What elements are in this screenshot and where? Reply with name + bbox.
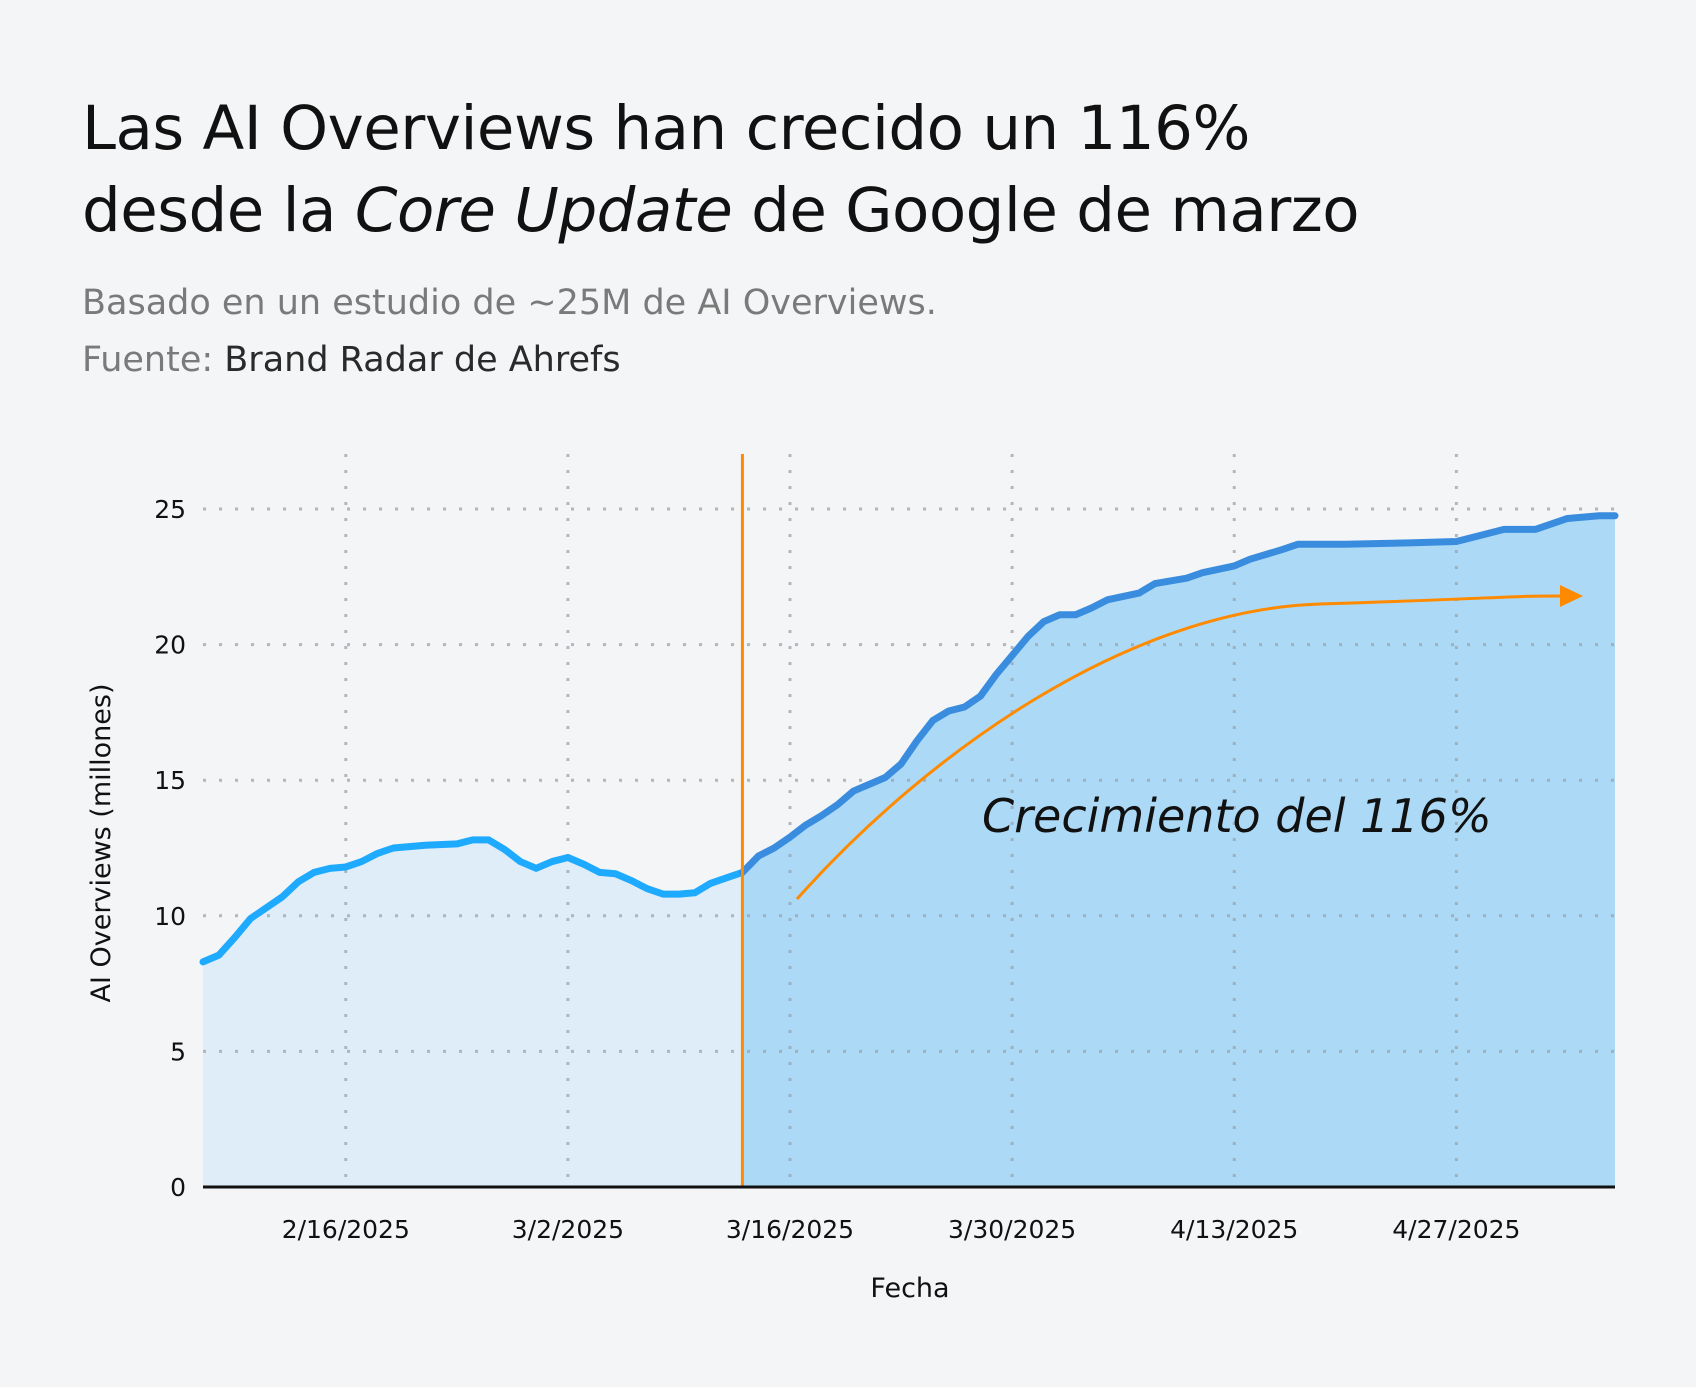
x-tick-label: 2/16/2025 (282, 1215, 410, 1244)
y-tick-label: 15 (154, 766, 186, 795)
series-line-after-update (738, 512, 1619, 876)
chart-title: Las AI Overviews han crecido un 116% desd… (82, 88, 1360, 252)
y-tick-label: 25 (154, 495, 186, 524)
y-axis-label: AI Overviews (millones) (86, 684, 117, 1003)
y-tick-label: 10 (154, 902, 186, 931)
growth-arrow (795, 594, 1563, 900)
growth-annotation: Crecimiento del 116% (982, 789, 1492, 843)
title-italic-core-update: Core Update (354, 175, 733, 246)
y-tick-label: 20 (154, 631, 186, 660)
x-tick-label: 3/30/2025 (948, 1215, 1076, 1244)
x-tick-label: 3/2/2025 (512, 1215, 624, 1244)
series-line-before-update (199, 836, 746, 966)
title-line-1: Las AI Overviews han crecido un 116% (82, 93, 1250, 164)
area-fill-before-update (203, 839, 743, 1187)
area-fill-after-update (742, 515, 1615, 1187)
subtitle: Basado en un estudio de ~25M de AI Overv… (82, 283, 937, 323)
title-line-2-start: desde la (82, 175, 355, 246)
y-tick-label: 0 (170, 1173, 186, 1202)
source-name: Brand Radar de Ahrefs (224, 340, 621, 380)
x-tick-label: 3/16/2025 (726, 1215, 854, 1244)
x-tick-label: 4/13/2025 (1170, 1215, 1298, 1244)
source-label: Fuente: (82, 340, 225, 380)
growth-arrowhead-icon (1560, 585, 1583, 607)
source-line: Fuente: Brand Radar de Ahrefs (82, 340, 621, 380)
title-line-2-end: de Google de marzo (732, 175, 1360, 246)
x-tick-label: 4/27/2025 (1392, 1215, 1520, 1244)
y-tick-label: 5 (170, 1037, 186, 1066)
x-axis-label: Fecha (870, 1273, 949, 1304)
